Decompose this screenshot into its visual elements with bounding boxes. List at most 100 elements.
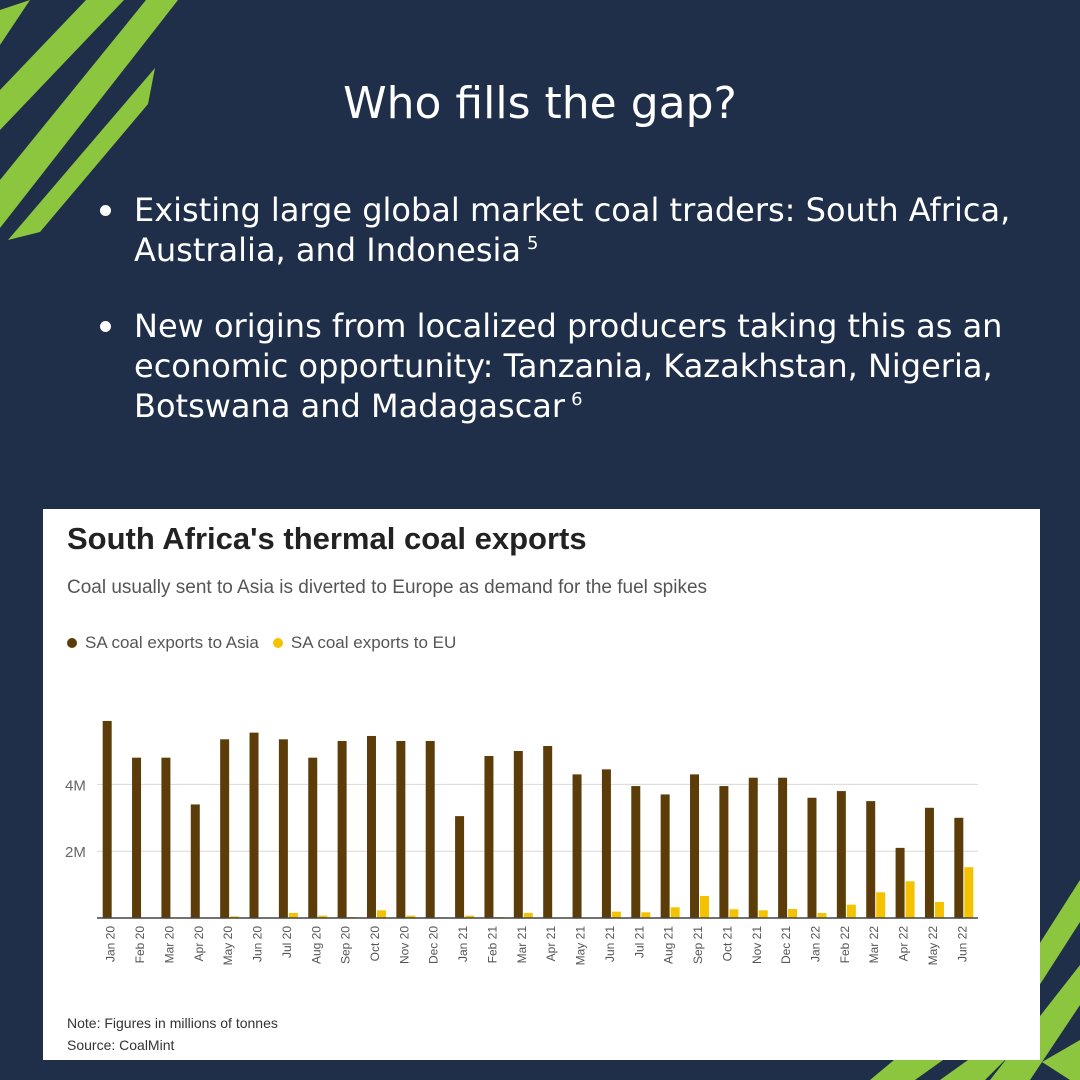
- chart-note: Note: Figures in millions of tonnes: [67, 1015, 278, 1031]
- footnote-ref: 6: [571, 389, 583, 411]
- x-tick-label: Aug 21: [662, 926, 676, 964]
- bar-asia: [924, 807, 934, 918]
- bar-asia: [748, 777, 758, 918]
- bar-asia: [631, 786, 641, 918]
- bar-asia: [836, 791, 846, 918]
- bar-asia: [278, 739, 288, 918]
- bar-asia: [337, 740, 347, 918]
- bar-asia: [572, 774, 582, 918]
- slide-title: Who fills the gap?: [343, 78, 737, 129]
- x-tick-label: Dec 20: [427, 926, 441, 964]
- bar-asia: [866, 801, 876, 918]
- bar-eu: [670, 907, 680, 918]
- bar-asia: [249, 732, 259, 918]
- bar-eu: [641, 912, 651, 918]
- bar-eu: [288, 912, 298, 918]
- bullet-list: Existing large global market coal trader…: [96, 190, 1026, 462]
- bar-asia: [690, 774, 700, 918]
- x-tick-label: Dec 21: [779, 926, 793, 964]
- bar-asia: [601, 769, 611, 918]
- bar-asia: [161, 757, 171, 918]
- bar-asia: [425, 740, 435, 918]
- bar-eu: [964, 867, 974, 918]
- bar-eu: [846, 904, 856, 918]
- x-tick-label: Jun 21: [603, 926, 617, 962]
- bar-eu: [788, 908, 798, 918]
- x-tick-label: Feb 20: [133, 926, 147, 964]
- x-tick-label: Aug 20: [309, 926, 323, 964]
- legend-swatch-asia: [67, 638, 77, 648]
- x-tick-label: Nov 20: [397, 926, 411, 964]
- chart-subtitle: Coal usually sent to Asia is diverted to…: [67, 577, 708, 598]
- x-tick-label: Jul 21: [632, 926, 646, 958]
- bar-asia: [807, 797, 817, 918]
- x-tick-label: May 20: [221, 926, 235, 966]
- x-tick-label: Mar 21: [515, 926, 529, 964]
- x-tick-label: Feb 21: [485, 926, 499, 964]
- y-tick-label: 2M: [65, 844, 86, 861]
- x-tick-label: Apr 22: [897, 926, 911, 962]
- bar-asia: [455, 816, 465, 918]
- bar-asia: [513, 751, 523, 918]
- bar-chart: 2M 4M Jan 20 Feb 20 Mar 20 Apr 20 May 20 Jun 20…: [65, 720, 978, 966]
- x-tick-label: Apr 20: [192, 926, 206, 962]
- bar-eu: [934, 901, 944, 918]
- bar-asia: [102, 720, 112, 918]
- x-tick-label: Apr 21: [544, 926, 558, 962]
- bar-eu: [876, 892, 886, 918]
- bar-eu: [700, 895, 710, 918]
- bar-eu: [817, 912, 827, 918]
- bullet-dot-icon: [100, 205, 111, 216]
- x-tick-label: Oct 21: [720, 926, 734, 962]
- bar-asia: [366, 735, 376, 918]
- x-tick-label: Mar 20: [162, 926, 176, 964]
- bar-eu: [523, 912, 533, 918]
- chart-title: South Africa's thermal coal exports: [67, 521, 587, 556]
- x-tick-label: Sep 20: [339, 926, 353, 964]
- legend-swatch-eu: [272, 638, 283, 648]
- footnote-ref: 5: [527, 233, 539, 255]
- bar-asia: [895, 847, 905, 918]
- bar-asia: [132, 757, 142, 918]
- x-tick-label: May 22: [926, 926, 940, 966]
- bar-asia: [396, 740, 406, 918]
- bullet-item-existing-traders: Existing large global market coal trader…: [96, 190, 1026, 270]
- x-tick-label: Jun 22: [955, 926, 969, 962]
- x-tick-label: Feb 22: [838, 926, 852, 964]
- bar-eu: [905, 881, 915, 918]
- x-tick-label: Jul 20: [280, 926, 294, 958]
- legend-item-asia: SA coal exports to Asia: [67, 633, 259, 653]
- chart-card: South Africa's thermal coal exports Coal…: [43, 509, 1040, 1060]
- x-tick-label: Sep 21: [691, 926, 705, 964]
- bullet-text: Existing large global market coal trader…: [134, 191, 1011, 269]
- bar-eu: [406, 915, 416, 918]
- chart-footer: Note: Figures in millions of tonnes Sour…: [67, 1012, 278, 1056]
- chart-legend: SA coal exports to Asia SA coal exports …: [67, 633, 470, 653]
- stripe-top-left-1: [0, 0, 30, 45]
- x-tick-label: Jan 20: [104, 926, 118, 962]
- bar-eu: [611, 911, 621, 918]
- bullet-item-new-origins: New origins from localized producers tak…: [96, 306, 1026, 426]
- x-tick-label: Mar 22: [867, 926, 881, 964]
- bar-eu: [465, 915, 475, 918]
- bar-asia: [719, 786, 729, 918]
- legend-label-eu: SA coal exports to EU: [290, 633, 457, 652]
- bar-asia: [484, 756, 494, 918]
- legend-item-eu: SA coal exports to EU: [272, 633, 457, 653]
- x-tick-label: Jan 22: [808, 926, 822, 962]
- bar-eu: [758, 910, 768, 918]
- x-tick-label: Jan 21: [456, 926, 470, 962]
- x-tick-label: May 21: [574, 926, 588, 966]
- bar-eu: [318, 915, 328, 918]
- bar-asia: [190, 804, 200, 918]
- bar-asia: [660, 794, 670, 918]
- x-tick-label: Oct 20: [368, 926, 382, 962]
- bar-eu: [230, 916, 240, 918]
- chart-source: Source: CoalMint: [67, 1037, 175, 1053]
- bar-asia: [543, 745, 553, 918]
- bar-eu: [729, 909, 739, 918]
- x-tick-label: Nov 21: [750, 926, 764, 964]
- legend-label-asia: SA coal exports to Asia: [85, 633, 259, 652]
- y-tick-label: 4M: [65, 777, 86, 794]
- bar-asia: [954, 817, 964, 918]
